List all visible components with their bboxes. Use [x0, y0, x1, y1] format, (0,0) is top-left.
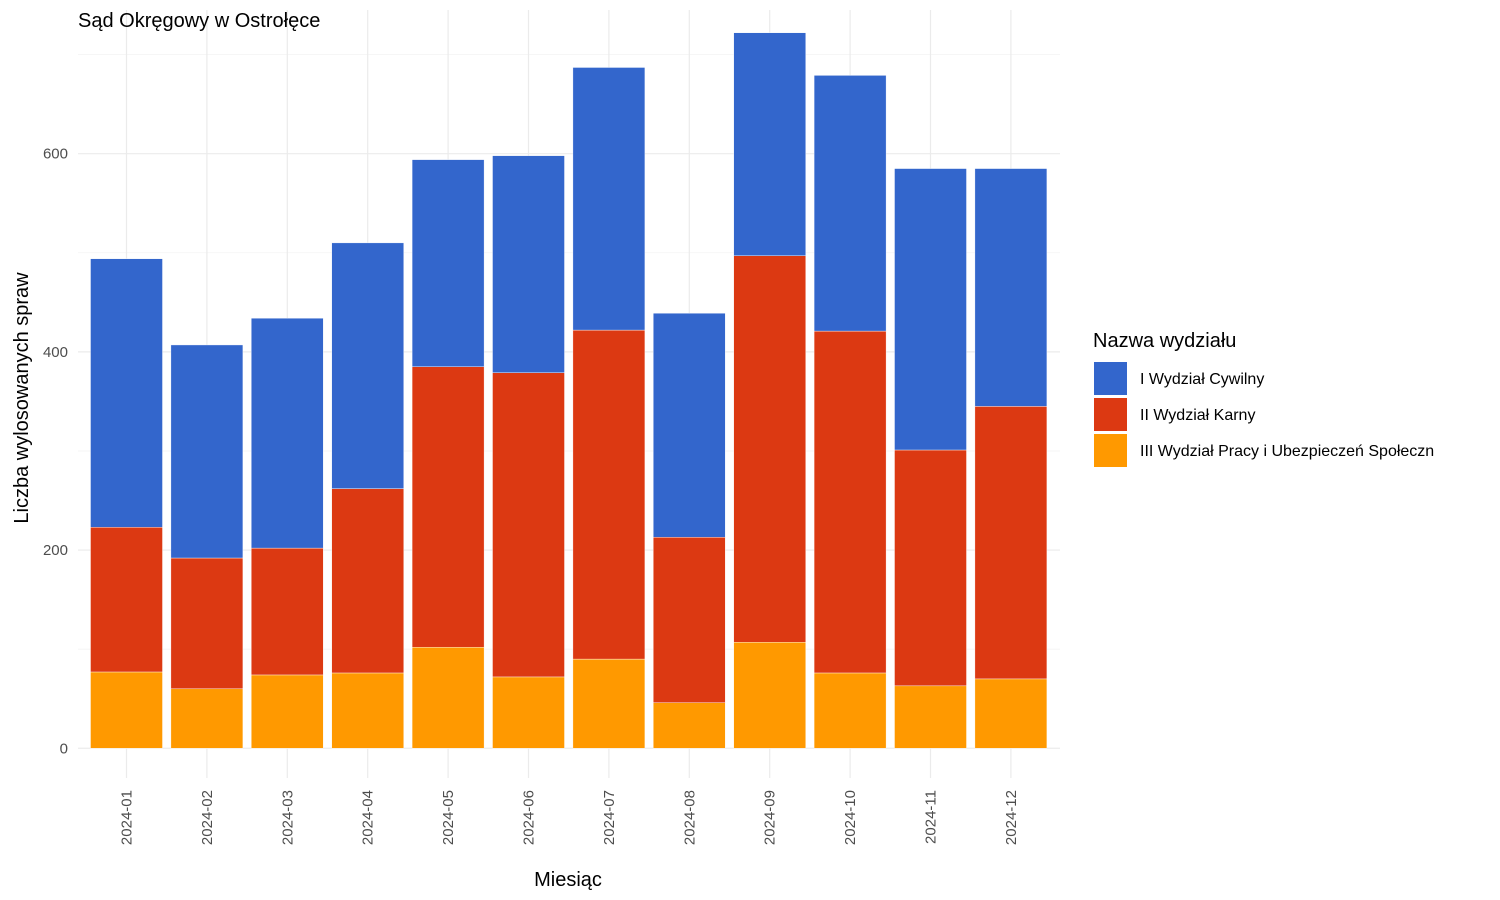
bar-segment: [813, 330, 887, 674]
bar-segment: [733, 32, 806, 256]
bar-segment: [733, 255, 806, 643]
bar-segment: [90, 258, 163, 528]
bar-segment: [492, 155, 565, 373]
legend-swatch: [1094, 398, 1127, 431]
bar-segment: [653, 702, 726, 749]
bar-segment: [90, 671, 163, 749]
bar-segment: [974, 678, 1048, 749]
x-tick-label: 2024-08: [681, 790, 698, 845]
bar-segment: [733, 642, 806, 749]
x-axis-title: Miesiąc: [534, 869, 602, 891]
x-tick-label: 2024-11: [923, 790, 940, 844]
y-tick-label: 400: [43, 344, 68, 361]
bar-segment: [653, 536, 726, 703]
y-axis-title: Liczba wylosowanych spraw: [11, 272, 33, 524]
bar-segment: [170, 557, 244, 690]
bars: [90, 32, 1048, 749]
y-tick-label: 0: [60, 740, 68, 757]
bar-segment: [894, 168, 967, 451]
bar-segment: [813, 75, 887, 332]
x-tick-label: 2024-12: [1003, 790, 1020, 845]
x-tick-label: 2024-05: [440, 790, 457, 845]
legend-label: III Wydział Pracy i Ubezpieczeń Społeczn: [1140, 443, 1434, 460]
bar-segment: [974, 168, 1048, 407]
bar-segment: [90, 527, 163, 673]
bar-segment: [251, 317, 324, 549]
legend-swatch: [1094, 362, 1127, 395]
legend-title: Nazwa wydziału: [1093, 330, 1236, 352]
x-tick-label: 2024-07: [601, 790, 618, 845]
x-tick-label: 2024-09: [762, 790, 779, 845]
x-tick-label: 2024-02: [199, 790, 216, 845]
y-axis-ticks: 0 200 400 600: [43, 146, 68, 758]
chart-title: Sąd Okręgowy w Ostrołęce: [78, 10, 320, 32]
bar-segment: [411, 366, 485, 648]
bar-segment: [572, 67, 646, 331]
x-axis-ticks: 2024-01 2024-02 2024-03 2024-04 2024-05 2024-…: [119, 790, 1020, 845]
y-tick-label: 600: [43, 146, 68, 163]
bar-segment: [170, 344, 244, 559]
bar-segment: [331, 488, 404, 674]
bar-segment: [492, 372, 565, 678]
bar-segment: [331, 242, 404, 489]
y-tick-label: 200: [43, 542, 68, 559]
bar-segment: [974, 406, 1048, 680]
x-tick-label: 2024-01: [119, 790, 136, 845]
bar-segment: [813, 672, 887, 749]
x-tick-label: 2024-03: [279, 790, 296, 845]
bar-segment: [492, 676, 565, 749]
bar-segment: [572, 329, 646, 660]
bar-segment: [251, 674, 324, 749]
legend-swatch: [1094, 434, 1127, 467]
bar-segment: [411, 159, 485, 367]
legend: Nazwa wydziału I Wydział Cywilny II Wydzi…: [1093, 330, 1434, 467]
bar-segment: [251, 547, 324, 676]
bar-segment: [331, 672, 404, 749]
bar-segment: [653, 313, 726, 538]
x-tick-label: 2024-04: [360, 790, 377, 845]
bar-segment: [894, 449, 967, 687]
legend-label: II Wydział Karny: [1140, 407, 1255, 424]
legend-label: I Wydział Cywilny: [1140, 371, 1264, 388]
bar-segment: [411, 646, 485, 749]
bar-segment: [572, 658, 646, 749]
bar-segment: [170, 688, 244, 749]
x-tick-label: 2024-06: [521, 790, 538, 845]
bar-segment: [894, 685, 967, 749]
x-tick-label: 2024-10: [842, 790, 859, 845]
